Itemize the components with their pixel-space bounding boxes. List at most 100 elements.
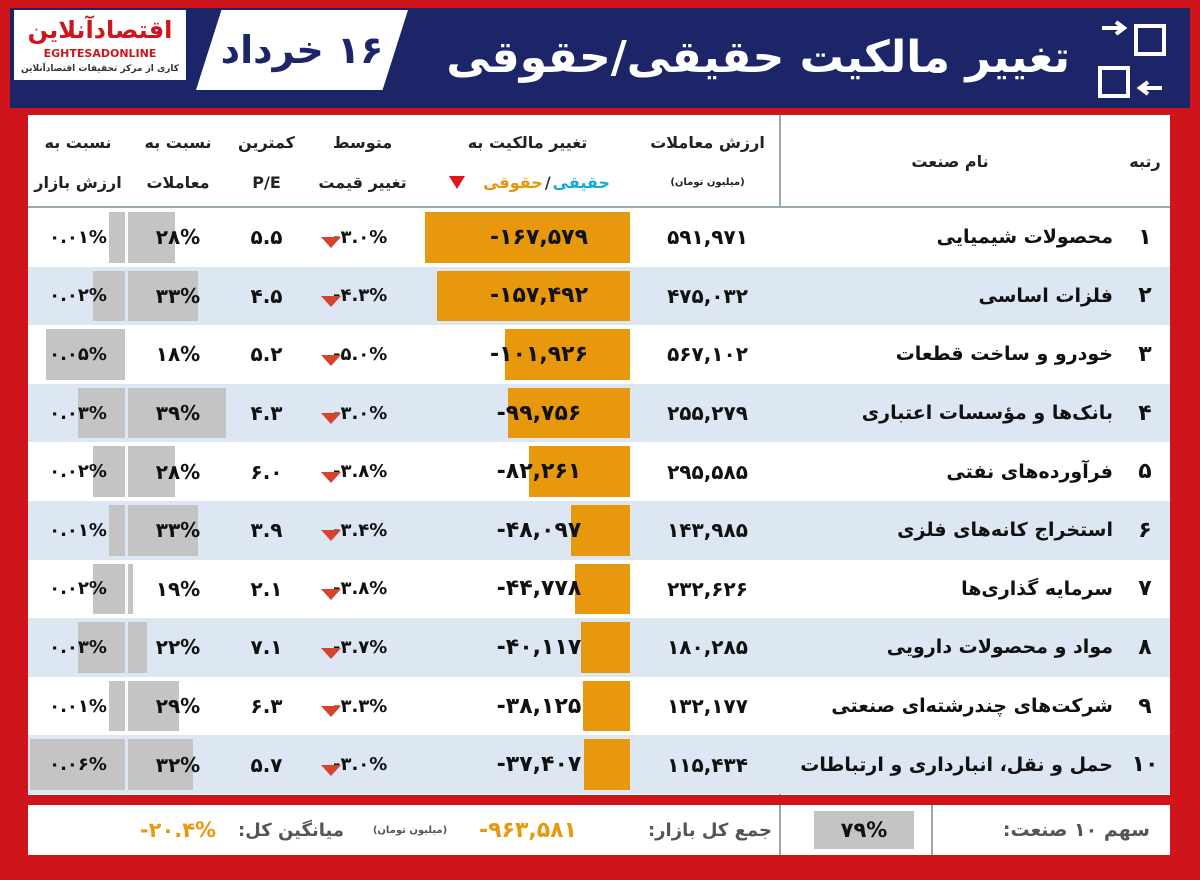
down-arrow [449, 176, 466, 189]
industry-name: خودرو و ساخت قطعات [895, 343, 1113, 366]
down-arrow [321, 471, 341, 483]
market-share: ۰.۰۱% [49, 226, 107, 248]
down-arrow [321, 237, 341, 249]
trade-value: ۵۹۱,۹۷۱ [667, 225, 748, 250]
rank: ۵ [1138, 459, 1152, 485]
trade-share-bar [128, 680, 180, 732]
trade-share-bar [128, 446, 175, 497]
industry-name: فلزات اساسی [978, 284, 1113, 307]
pe: ۴.۳ [250, 401, 283, 426]
market-share-bar [93, 446, 125, 497]
price-change: -۳.۰% [333, 402, 388, 424]
market-share-bar [77, 622, 125, 673]
avg-label: میانگین کل: [237, 819, 345, 841]
column-header: ارزش معاملات [650, 132, 765, 152]
industry-name: حمل و نقل، انبارداری و ارتباطات [800, 753, 1113, 776]
trade-value: ۴۷۵,۰۳۲ [667, 283, 748, 308]
logo-latin: EGHTESADONLINE [43, 46, 157, 60]
trade-share: ۳۹% [155, 401, 201, 426]
logo-box: اقتصادآنلاین EGHTESADONLINE کاری از مرکز… [14, 10, 186, 80]
ownership-bar [505, 329, 630, 380]
rank: ۳ [1138, 341, 1152, 367]
market-share-bar [109, 505, 125, 556]
ownership-bar [583, 680, 630, 732]
column-header: P/E [252, 172, 281, 192]
price-change: -۵.۰% [333, 343, 388, 365]
market-share-bar [93, 270, 125, 322]
ownership-change: -۱۵۷,۴۹۲ [489, 283, 589, 309]
rank: ۶ [1138, 517, 1152, 543]
trade-share-bar [128, 622, 147, 673]
rank: ۹ [1138, 693, 1152, 719]
trade-share-bar [128, 563, 133, 615]
market-share: ۰.۰۲% [49, 461, 107, 483]
down-arrow [321, 647, 341, 659]
column-header: نام صنعت [911, 151, 989, 171]
footer: سهم ۱۰ صنعت: ۷۹% جمع کل بازار: -۹۶۳,۵۸۱ (میل… [28, 805, 1170, 855]
market-share: ۰.۰۳% [49, 402, 107, 424]
pe: ۴.۵ [250, 283, 283, 308]
rank: ۸ [1138, 634, 1152, 660]
trade-share: ۲۸% [155, 459, 201, 484]
market-share: ۰.۰۱% [49, 519, 107, 541]
market-share: ۰.۰۳% [49, 636, 107, 658]
market-share-bar [93, 563, 125, 615]
market-share: ۰.۰۱% [49, 695, 107, 717]
trade-share-bar [128, 739, 194, 790]
ownership-change: -۴۴,۷۷۸ [496, 576, 582, 602]
price-change: -۳.۴% [333, 519, 388, 541]
ownership-bar [571, 505, 630, 556]
title: تغییر مالکیت حقیقی/حقوقی [446, 31, 1070, 83]
ownership-change: -۱۶۷,۵۷۹ [489, 224, 589, 250]
column-header: ارزش بازار [34, 172, 122, 192]
header-divider [28, 206, 1170, 208]
title-icon [1098, 20, 1166, 98]
trade-share-bar [128, 212, 175, 263]
trade-share: ۲۲% [155, 635, 201, 660]
trade-value: ۱۴۳,۹۸۵ [667, 518, 748, 543]
industry-name: استخراج کانه‌های فلزی [897, 519, 1113, 542]
share-value: ۷۹% [840, 818, 888, 842]
pe: ۵.۷ [250, 752, 283, 777]
ownership-bar [425, 212, 630, 263]
avg-value: -۲۰.۴% [139, 818, 217, 842]
ownership-change: -۴۰,۱۱۷ [496, 634, 582, 660]
pe: ۲.۱ [250, 576, 283, 601]
down-arrow [321, 706, 341, 718]
trade-share: ۳۳% [155, 518, 201, 543]
price-change: -۳.۰% [333, 754, 388, 776]
ownership-bar [507, 387, 630, 439]
column-header-part: حقوقی [483, 172, 543, 192]
market-share-bar [77, 387, 125, 439]
down-arrow [321, 530, 341, 542]
market-share: ۰.۰۲% [49, 578, 107, 600]
market-share: ۰.۰۵% [49, 343, 107, 365]
rank: ۱۰ [1131, 752, 1159, 778]
share-label: سهم ۱۰ صنعت: [1002, 819, 1150, 841]
industry-name: محصولات شیمیایی [936, 226, 1113, 249]
ownership-change: -۱۰۱,۹۲۶ [489, 341, 589, 367]
logo-tagline: کاری از مرکز تحقیقات اقتصادآنلاین [20, 64, 180, 74]
price-change: -۳.۳% [333, 695, 388, 717]
market-share-bar [109, 212, 125, 263]
trade-share-bar [128, 505, 198, 556]
ownership-bar [584, 739, 630, 790]
down-arrow [321, 588, 341, 600]
trade-value: ۱۳۲,۱۷۷ [667, 694, 748, 719]
trade-value: ۲۹۵,۵۸۵ [667, 459, 748, 484]
column-header-parts: حقیقی / حقوقی [420, 165, 635, 199]
pe: ۵.۲ [250, 342, 283, 367]
price-change: -۳.۰% [333, 226, 388, 248]
trade-share: ۱۹% [155, 576, 201, 601]
ownership-change: -۹۹,۷۵۶ [496, 400, 582, 426]
column-header: نسبت به [144, 132, 212, 152]
ownership-bar [580, 622, 630, 673]
market-share: ۰.۰۶% [49, 754, 107, 776]
market-share-bar [30, 739, 125, 790]
trade-value: ۱۱۵,۴۳۴ [667, 752, 748, 777]
rank: ۱ [1138, 224, 1152, 250]
column-header: کمترین [238, 132, 295, 152]
market-share-bar [109, 680, 125, 732]
price-change: -۳.۸% [333, 461, 388, 483]
